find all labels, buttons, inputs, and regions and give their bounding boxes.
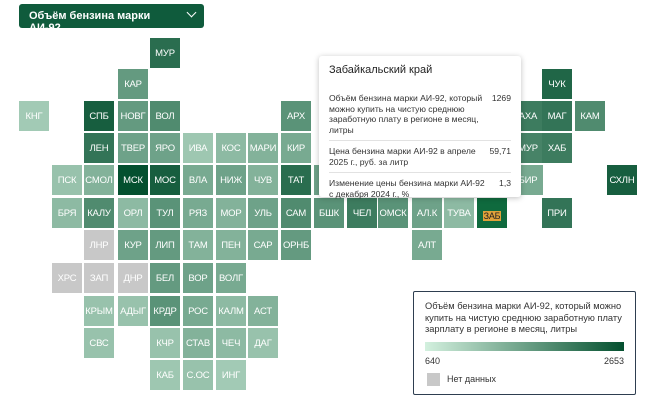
region-tile[interactable]: ИНГ	[216, 360, 246, 390]
tooltip-row: Изменение цены бензина марки АИ-92 с дек…	[329, 173, 511, 204]
region-tile[interactable]: ПЕН	[216, 230, 246, 260]
region-tile[interactable]: ЧЕЧ	[216, 328, 246, 358]
region-tile[interactable]: КАЛМ	[216, 296, 246, 326]
region-tile[interactable]: С.ОС	[183, 360, 213, 390]
tooltip-row-label: Объём бензина марки АИ-92, который можно…	[329, 93, 483, 135]
region-tile[interactable]: КУР	[118, 230, 148, 260]
dropdown-label: Объём бензина марки АИ-92,...	[29, 10, 151, 34]
region-tile[interactable]: ЛИП	[150, 230, 180, 260]
region-tile[interactable]: КОС	[216, 133, 246, 163]
region-tile[interactable]: КАМ	[575, 101, 605, 131]
tooltip-row-value: 59,71	[489, 146, 511, 156]
region-tile[interactable]: СТАВ	[183, 328, 213, 358]
region-tile[interactable]: ПРИ	[542, 198, 572, 228]
region-tile[interactable]: КИР	[281, 133, 311, 163]
region-tile[interactable]: БЕЛ	[150, 263, 180, 293]
region-tile[interactable]: НОВГ	[118, 101, 148, 131]
region-tile[interactable]: ТУЛ	[150, 198, 180, 228]
region-tile[interactable]: СВС	[84, 328, 114, 358]
region-tile[interactable]: ДАГ	[248, 328, 278, 358]
region-tile[interactable]: ТВЕР	[118, 133, 148, 163]
legend-title: Объём бензина марки АИ-92, который можно…	[425, 301, 622, 334]
tooltip-row-value: 1,3	[499, 178, 511, 188]
legend-no-data: Нет данных	[425, 372, 624, 386]
region-tile[interactable]: ЧУК	[542, 69, 572, 99]
region-tile[interactable]: МУР	[150, 38, 180, 68]
region-tile[interactable]: КАЛУ	[84, 198, 114, 228]
region-tile[interactable]: КАР	[118, 69, 148, 99]
region-tile[interactable]: ЧУВ	[248, 165, 278, 195]
no-data-label: Нет данных	[447, 374, 496, 384]
region-tooltip: Забайкальский край Объём бензина марки А…	[319, 56, 521, 199]
tooltip-row-label: Цена бензина марки АИ-92 в апреле 2025 г…	[329, 146, 476, 167]
region-tile[interactable]: ОМСК	[378, 198, 408, 228]
tooltip-row-label: Изменение цены бензина марки АИ-92 с дек…	[329, 178, 485, 199]
region-tile[interactable]: КРЫМ	[84, 296, 114, 326]
region-tile[interactable]: ОРЛ	[118, 198, 148, 228]
region-tile[interactable]: ЛНР	[84, 230, 114, 260]
region-tile[interactable]: БРЯ	[52, 198, 82, 228]
chevron-down-icon	[186, 7, 197, 18]
region-tile[interactable]: МАРИ	[248, 133, 278, 163]
region-tile[interactable]: КЧР	[150, 328, 180, 358]
region-tile[interactable]: БШК	[314, 198, 344, 228]
region-tile[interactable]: МОР	[216, 198, 246, 228]
region-tile[interactable]: КНГ	[19, 101, 49, 131]
region-tile[interactable]: АСТ	[248, 296, 278, 326]
region-tile[interactable]: ЗАП	[84, 263, 114, 293]
region-tile[interactable]: ВЛА	[183, 165, 213, 195]
region-tile[interactable]: ЗАБ	[477, 198, 507, 228]
region-tile[interactable]: САМ	[281, 198, 311, 228]
region-tile[interactable]: СПБ	[84, 101, 114, 131]
region-tile[interactable]: СХЛН	[607, 165, 637, 195]
region-tile[interactable]: НИЖ	[216, 165, 246, 195]
region-tile[interactable]: ДНР	[118, 263, 148, 293]
region-tile[interactable]: АРХ	[281, 101, 311, 131]
region-tile[interactable]: МСК	[118, 165, 148, 195]
region-tile[interactable]: ХАБ	[542, 133, 572, 163]
legend-max-label: 2653	[603, 355, 624, 366]
region-tile[interactable]: ТАМ	[183, 230, 213, 260]
legend: Объём бензина марки АИ-92, который можно…	[413, 291, 636, 395]
region-tile[interactable]: АЛТ	[412, 230, 442, 260]
legend-min-label: 640	[425, 355, 441, 366]
region-tile[interactable]: ТУВА	[444, 198, 474, 228]
region-tile[interactable]: ТАТ	[281, 165, 311, 195]
region-tile[interactable]: КАБ	[150, 360, 180, 390]
region-tile[interactable]: ВОЛГ	[216, 263, 246, 293]
region-tile[interactable]: РЯЗ	[183, 198, 213, 228]
tooltip-row: Цена бензина марки АИ-92 в апреле 2025 г…	[329, 141, 511, 173]
no-data-swatch	[427, 372, 440, 386]
region-tile[interactable]: ЯРО	[150, 133, 180, 163]
legend-gradient-bar	[425, 341, 624, 351]
region-tile[interactable]: МАГ	[542, 101, 572, 131]
region-tile[interactable]: ИВА	[183, 133, 213, 163]
region-tile[interactable]: МОС	[150, 165, 180, 195]
region-tile[interactable]: КРДР	[150, 296, 180, 326]
tooltip-row: Объём бензина марки АИ-92, который можно…	[329, 88, 511, 141]
region-tile[interactable]: ХРС	[52, 263, 82, 293]
legend-scale-labels: 640 2653	[425, 356, 624, 366]
region-tile[interactable]: ЛЕН	[84, 133, 114, 163]
tooltip-row-value: 1269	[491, 93, 511, 103]
region-tile[interactable]: РОС	[183, 296, 213, 326]
region-tile[interactable]: УЛЬ	[248, 198, 278, 228]
region-tile[interactable]: ЧЕЛ	[347, 198, 377, 228]
region-tile[interactable]: АДЫГ	[118, 296, 148, 326]
region-tile[interactable]: СМОЛ	[84, 165, 114, 195]
region-tile[interactable]: АЛ.К	[412, 198, 442, 228]
highlighted-region-label: ЗАБ	[482, 211, 502, 221]
region-tile[interactable]: ПСК	[52, 165, 82, 195]
region-tile[interactable]: ВОР	[183, 263, 213, 293]
indicator-dropdown[interactable]: Объём бензина марки АИ-92,...	[19, 4, 204, 34]
region-tile[interactable]: ОРНБ	[281, 230, 311, 260]
region-tile[interactable]: САР	[248, 230, 278, 260]
tooltip-title: Забайкальский край	[329, 64, 433, 76]
region-tile[interactable]: ВОЛ	[150, 101, 180, 131]
